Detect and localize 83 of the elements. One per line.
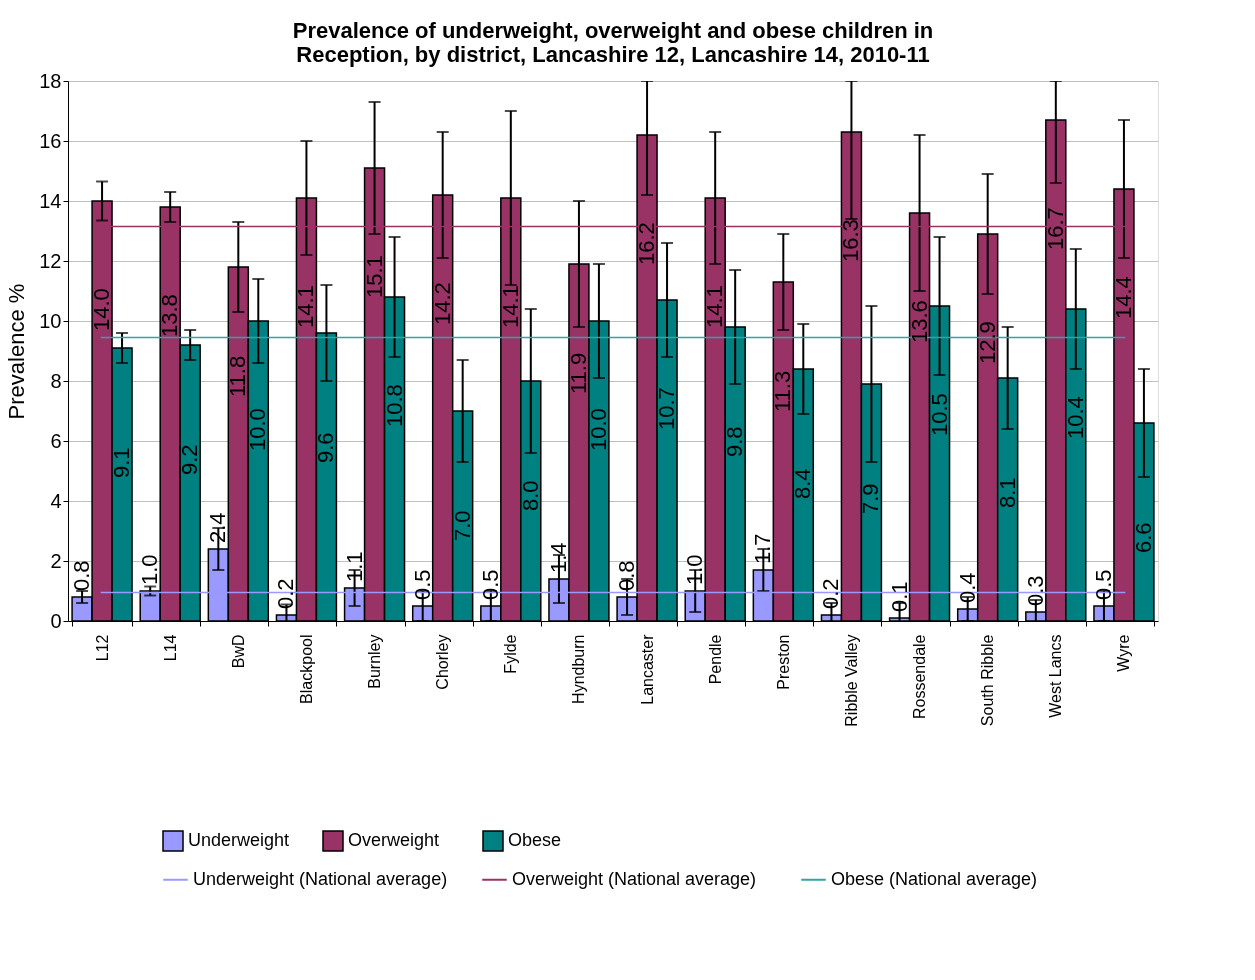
x-tick-label: Burnley [366, 634, 384, 689]
data-label: 1.4 [545, 542, 571, 573]
y-tick-label: 12 [39, 249, 62, 272]
data-label: 9.2 [177, 444, 203, 475]
x-tick-label: Wyre [1115, 634, 1133, 672]
data-label: 10.8 [381, 384, 407, 427]
data-label: 7.0 [449, 510, 475, 541]
data-label: 10.5 [926, 393, 952, 436]
data-label: 1.1 [341, 551, 367, 582]
y-tick-label: 16 [39, 129, 62, 152]
data-label: 10.7 [654, 387, 680, 430]
data-label: 7.9 [858, 483, 884, 514]
data-label: 14.1 [497, 285, 523, 328]
data-label: 14.2 [429, 282, 455, 325]
data-label: 0.3 [1022, 575, 1048, 606]
data-label: 0.4 [954, 572, 980, 603]
data-label: 0.5 [409, 569, 435, 600]
data-label: 14.0 [89, 288, 115, 331]
legend-label: Overweight [348, 830, 440, 850]
data-label: 0.1 [886, 581, 912, 612]
data-label: 1.7 [750, 533, 776, 564]
y-tick-label: 6 [50, 429, 62, 452]
data-label: 14.1 [293, 285, 319, 328]
data-label: 14.1 [702, 285, 728, 328]
legend-label: Underweight [188, 830, 290, 850]
data-label: 1.0 [682, 554, 708, 585]
text: Prevalence of underweight, overweight and obese children in [292, 18, 934, 43]
y-tick-label: 2 [50, 549, 62, 572]
data-label: 10.0 [245, 408, 271, 451]
data-label: 11.3 [770, 370, 796, 412]
data-label: 8.1 [994, 477, 1020, 508]
data-label: 13.8 [157, 294, 183, 337]
data-label: 2.4 [205, 512, 231, 543]
data-label: 16.7 [1042, 207, 1068, 250]
data-label: 9.8 [722, 426, 748, 457]
data-label: 13.6 [906, 300, 932, 343]
data-label: 16.3 [838, 219, 864, 262]
text: Reception, by district, Lancashire 12, Lancashire 14, 2010-11 [296, 42, 930, 67]
data-label: 16.2 [634, 222, 660, 265]
data-label: 14.4 [1110, 276, 1136, 319]
data-label: 12.9 [974, 321, 1000, 364]
x-tick-label: BwD [229, 634, 247, 669]
y-tick-label: 4 [50, 489, 62, 512]
y-tick-label: 8 [50, 369, 62, 392]
data-label: 15.1 [361, 255, 387, 298]
y-tick-label: 14 [39, 189, 62, 212]
y-tick-label: 0 [50, 609, 62, 632]
data-label: 0.5 [1090, 569, 1116, 600]
data-label: 8.4 [790, 468, 816, 499]
x-tick-label: Chorley [434, 634, 452, 690]
data-label: 9.1 [109, 447, 135, 478]
data-label: 6.6 [1130, 522, 1156, 553]
x-tick-label: South Ribble [979, 634, 997, 727]
x-tick-label: Fylde [502, 634, 520, 674]
x-tick-label: Ribble Valley [842, 634, 860, 727]
data-label: 10.4 [1062, 396, 1088, 439]
data-label: 1.0 [137, 554, 163, 585]
data-label: 11.8 [225, 355, 251, 397]
data-label: 8.0 [517, 480, 543, 511]
legend-label: Obese [508, 830, 562, 850]
legend-label: Overweight (National average) [512, 868, 757, 889]
data-label: 11.9 [565, 352, 591, 394]
data-label: 0.8 [69, 560, 95, 591]
x-tick-label: Preston [774, 634, 792, 690]
data-label: 9.6 [313, 432, 339, 463]
x-tick-label: Blackpool [297, 634, 315, 704]
x-tick-label: L14 [161, 634, 179, 662]
y-tick-label: 10 [39, 309, 62, 332]
x-tick-label: Rossendale [911, 634, 929, 719]
y-tick-label: 18 [39, 69, 62, 92]
data-label: 0.2 [818, 578, 844, 609]
x-tick-label: Pendle [706, 634, 724, 685]
x-tick-label: Hyndburn [570, 634, 588, 704]
data-label: 0.8 [614, 560, 640, 591]
data-label: 0.2 [273, 578, 299, 609]
x-tick-label: West Lancs [1047, 634, 1065, 718]
data-label: 0.5 [477, 569, 503, 600]
x-tick-label: L12 [93, 634, 111, 662]
x-tick-label: Lancaster [638, 633, 656, 705]
y-axis-title: Prevalence % [4, 283, 30, 420]
legend-label: Underweight (National average) [193, 868, 448, 889]
data-label: 10.0 [585, 408, 611, 451]
legend-label: Obese (National average) [831, 868, 1038, 889]
